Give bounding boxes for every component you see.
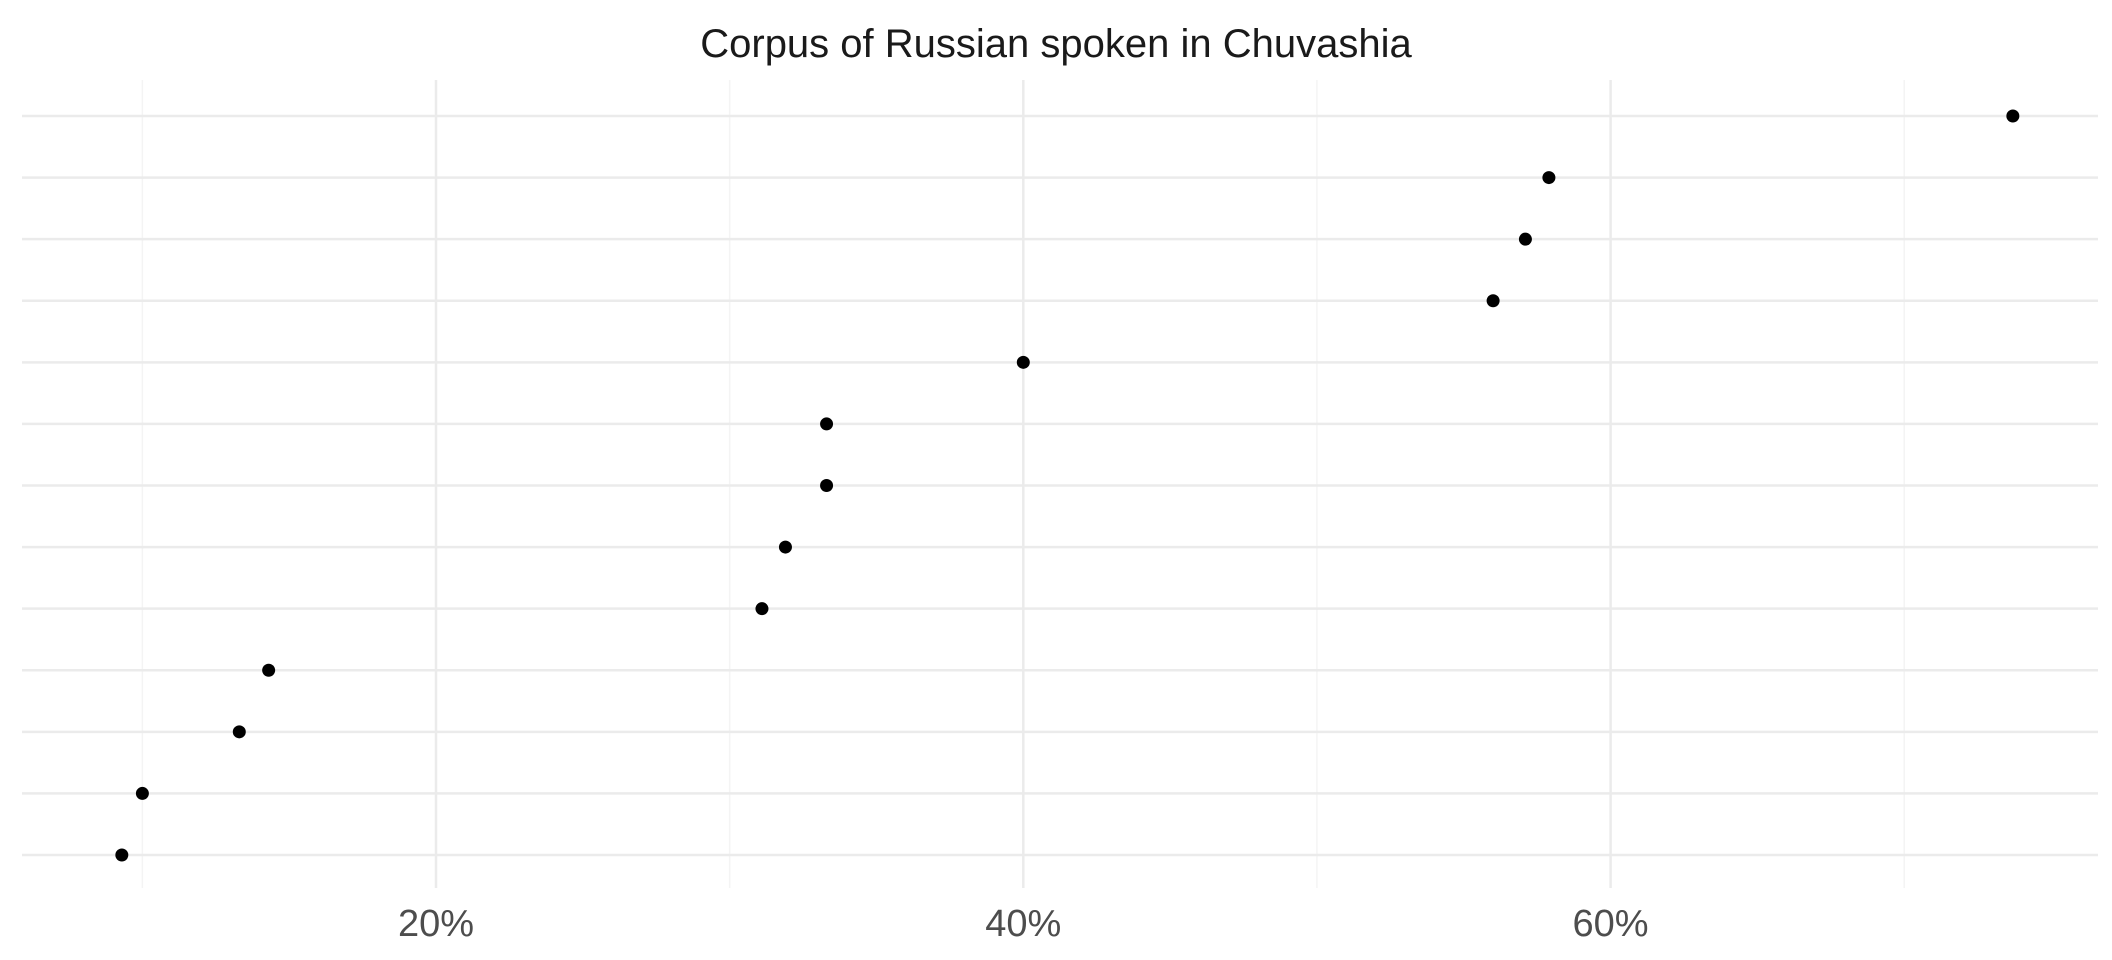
- data-point: [135, 786, 149, 800]
- x-axis-tick-labels: 20% 40% 60%: [398, 903, 1649, 945]
- data-point: [1518, 232, 1532, 246]
- horizontal-gridlines: [22, 114, 2098, 857]
- x-tick-label: 40%: [985, 903, 1061, 945]
- data-point: [262, 663, 276, 677]
- data-point: [755, 602, 769, 616]
- data-point: [1542, 171, 1556, 185]
- data-point: [2006, 109, 2020, 123]
- data-point: [232, 725, 246, 739]
- data-points: [115, 109, 2020, 862]
- data-point: [820, 479, 834, 492]
- major-vertical-gridlines: [434, 80, 1612, 888]
- data-point: [115, 848, 129, 862]
- data-point: [820, 417, 834, 431]
- minor-gridlines: [141, 80, 1905, 888]
- chart-title: Corpus of Russian spoken in Chuvashia: [700, 22, 1412, 66]
- x-tick-label: 20%: [398, 903, 474, 945]
- data-point: [1016, 355, 1030, 369]
- data-point: [778, 540, 792, 554]
- data-point: [1486, 294, 1500, 308]
- x-tick-label: 60%: [1573, 903, 1649, 945]
